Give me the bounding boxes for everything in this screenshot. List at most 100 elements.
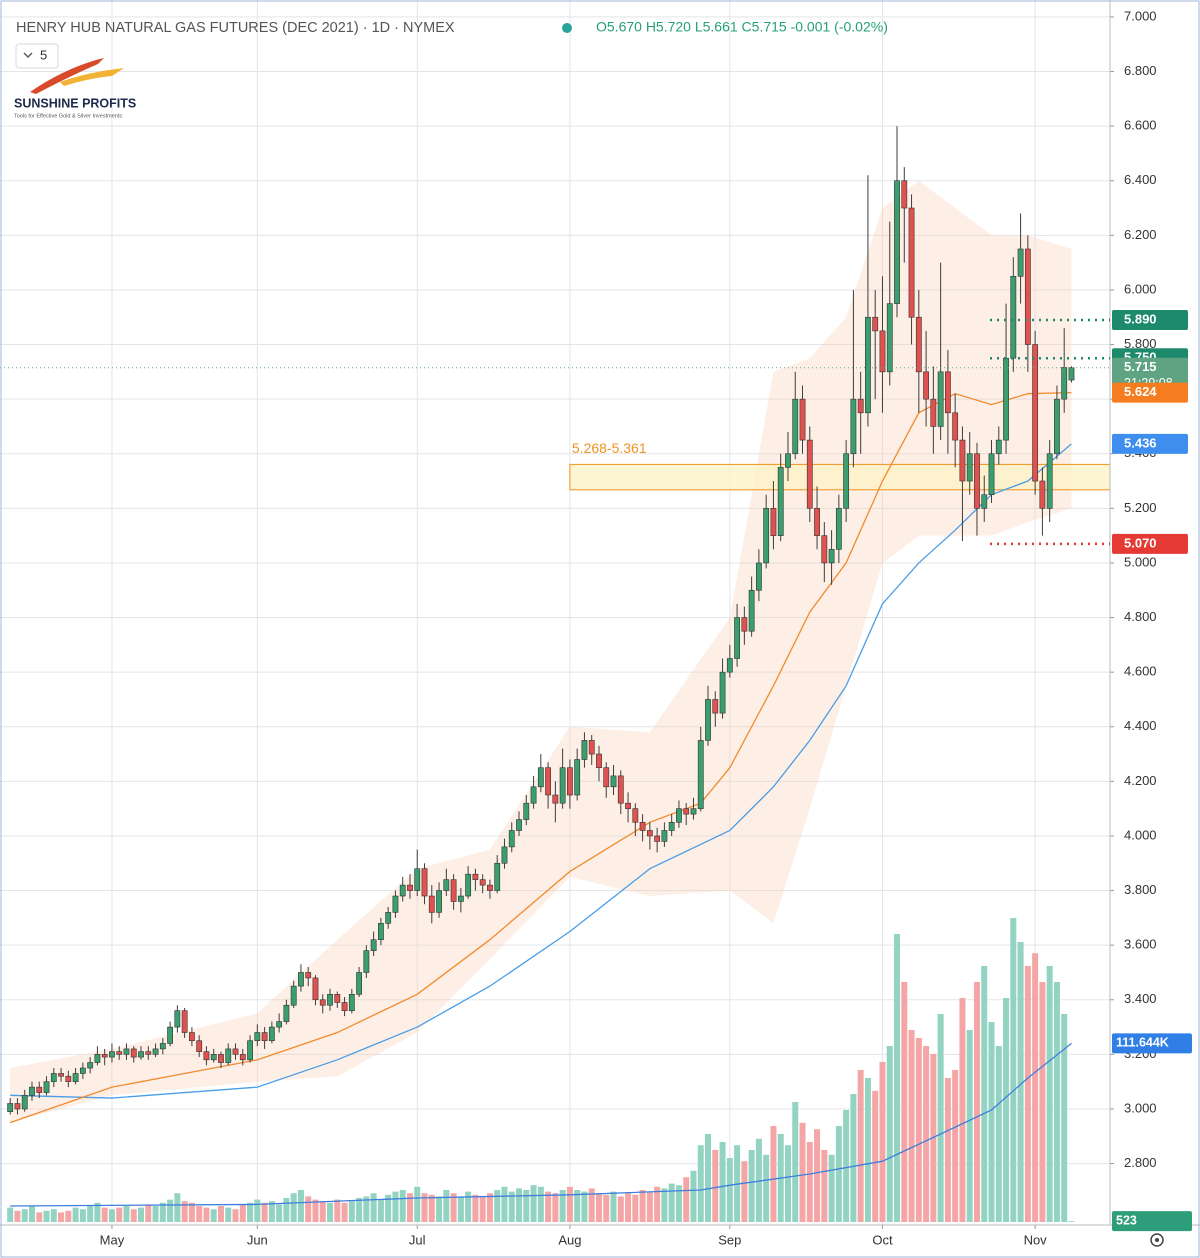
volume-bar — [268, 1201, 275, 1222]
candle-body — [552, 794, 559, 804]
candle-body — [908, 207, 915, 318]
candle-body — [821, 535, 828, 564]
candle-body — [479, 879, 486, 886]
candle-body — [181, 1010, 188, 1033]
volume-bar — [436, 1196, 443, 1222]
candle-body — [894, 180, 900, 304]
candle-body — [777, 467, 784, 536]
volume-label-box — [1112, 1033, 1192, 1054]
price-label-box — [1112, 382, 1188, 403]
candle-body — [705, 699, 711, 741]
volume-bar — [646, 1191, 653, 1222]
volume-bar — [457, 1196, 464, 1222]
y-tick-label: 4.400 — [1124, 718, 1157, 733]
candle-body — [189, 1032, 195, 1042]
candle-body — [407, 884, 413, 891]
volume-bar — [1032, 953, 1039, 1222]
candle-body — [152, 1048, 159, 1055]
candle-body — [828, 548, 835, 564]
volume-bar — [116, 1207, 123, 1222]
candle-body — [130, 1048, 137, 1058]
volume-bar — [123, 1206, 130, 1222]
volume-bar — [705, 1134, 712, 1222]
candle-body — [87, 1062, 94, 1069]
x-tick-label: Jun — [247, 1232, 268, 1247]
volume-ma-line — [10, 1042, 1072, 1207]
volume-bar — [414, 1186, 421, 1222]
candle-body — [872, 316, 879, 332]
candle-body — [937, 371, 944, 427]
candle-body — [770, 508, 777, 536]
y-tick-label: 7.000 — [1124, 8, 1157, 23]
volume-bar — [799, 1122, 806, 1222]
candle-body — [247, 1040, 253, 1061]
volume-bar — [806, 1142, 813, 1222]
volume-bar — [167, 1199, 174, 1222]
candle-body — [239, 1054, 246, 1061]
candle-body — [494, 862, 501, 891]
volume-bar — [690, 1170, 697, 1222]
candle-body — [210, 1054, 217, 1061]
candle-body — [901, 180, 908, 209]
volume-bar — [196, 1206, 203, 1222]
volume-bar — [174, 1193, 181, 1222]
status-dot — [562, 23, 572, 33]
candle-body — [327, 994, 333, 1006]
y-tick-label: 5.800 — [1124, 336, 1157, 351]
zone-label: 5.268-5.361 — [572, 440, 647, 456]
volume-bar — [545, 1191, 552, 1222]
y-tick-label: 4.000 — [1124, 827, 1157, 842]
volume-bar — [843, 1110, 850, 1222]
volume-bar — [472, 1194, 479, 1222]
interval-dropdown[interactable] — [15, 43, 59, 69]
y-tick-label: 3.400 — [1124, 991, 1157, 1006]
logo-name: SUNSHINE PROFITS — [14, 96, 136, 110]
volume-bar — [726, 1158, 733, 1222]
candle-body — [21, 1095, 28, 1110]
candle-body — [581, 740, 588, 760]
volume-bar — [486, 1193, 493, 1222]
volume-bar — [443, 1190, 450, 1222]
candle-body — [43, 1081, 50, 1093]
candle-body — [261, 1032, 268, 1042]
volume-bar — [1003, 998, 1010, 1222]
candle-body — [356, 972, 362, 995]
settings-icon[interactable] — [1150, 1233, 1164, 1247]
volume-bar — [65, 1210, 72, 1222]
candle-body — [443, 879, 450, 891]
candle-body — [545, 767, 551, 796]
volume-bar — [188, 1202, 195, 1222]
candle-body — [683, 808, 690, 815]
candle-body — [617, 775, 624, 804]
candle-body — [792, 398, 799, 455]
candle-body — [341, 1002, 348, 1011]
candle-body — [814, 508, 820, 536]
candle-body — [58, 1073, 64, 1077]
volume-bar — [312, 1199, 319, 1222]
candle-body — [312, 977, 319, 1001]
candle-body — [1010, 275, 1017, 359]
volume-bar — [239, 1204, 246, 1222]
volume-bar — [879, 1062, 886, 1222]
volume-bar — [72, 1207, 79, 1222]
envelope-area — [10, 180, 1072, 1123]
volume-bar — [283, 1198, 290, 1222]
volume-bar — [50, 1209, 57, 1222]
candle-body — [1017, 248, 1024, 277]
volume-bar — [399, 1190, 406, 1222]
price-label: 5.070 — [1124, 535, 1157, 550]
price-label: 5.715 — [1124, 359, 1157, 374]
y-tick-label: 3.800 — [1124, 882, 1157, 897]
candle-body — [7, 1103, 14, 1113]
y-tick-label: 3.000 — [1124, 1100, 1157, 1115]
candle-body — [516, 819, 522, 831]
candle-body — [65, 1075, 72, 1082]
volume-bar — [1017, 942, 1024, 1222]
volume-bar — [784, 1145, 791, 1222]
price-label-box — [1112, 309, 1188, 330]
candle-body — [1039, 480, 1046, 509]
candle-body — [697, 740, 704, 809]
volume-bar — [763, 1154, 770, 1222]
volume-bar — [159, 1202, 166, 1222]
candle-body — [806, 439, 813, 509]
